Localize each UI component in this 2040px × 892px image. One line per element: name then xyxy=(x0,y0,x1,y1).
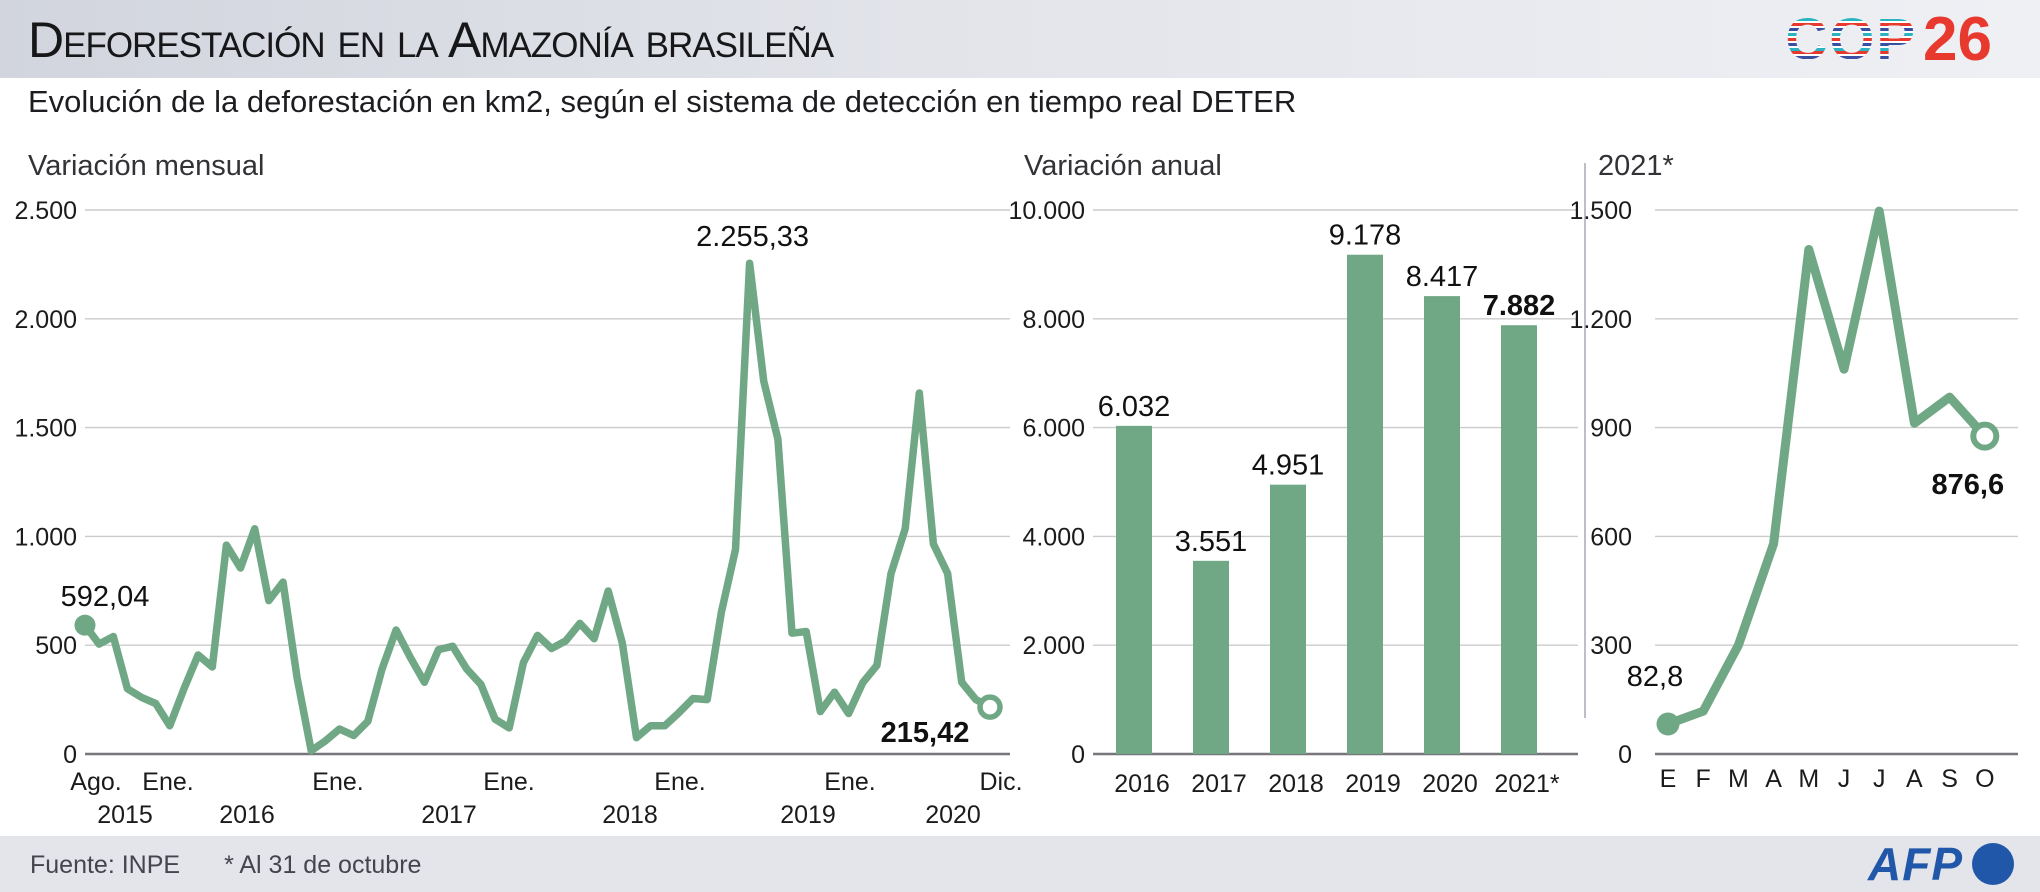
2021-chart-title: 2021* xyxy=(1598,150,1674,182)
afp-logo: AFP xyxy=(1868,836,2014,892)
monthly-chart-title: Variación mensual xyxy=(28,150,265,182)
y-tick-label: 10.000 xyxy=(1009,197,1085,225)
bar-value-label: 3.551 xyxy=(1175,526,1248,558)
cop26-logo: COP 26 xyxy=(1785,8,1992,72)
month-initial-label: S xyxy=(1941,765,1958,793)
year-tick-label: 2017 xyxy=(421,801,477,829)
series-start-dot xyxy=(1656,712,1680,736)
data-label: 876,6 xyxy=(1932,469,2005,501)
bar-value-label: 8.417 xyxy=(1406,261,1479,293)
header-bar: Deforestación en la Amazonía brasileña C… xyxy=(0,0,2040,78)
y-tick-label: 0 xyxy=(1618,741,1632,769)
y-tick-label: 900 xyxy=(1590,415,1632,443)
month-initial-label: E xyxy=(1660,765,1677,793)
month-initial-label: M xyxy=(1728,765,1749,793)
month-initial-label: O xyxy=(1975,765,1994,793)
month-initial-label: J xyxy=(1873,765,1886,793)
month-tick-label: Ene. xyxy=(824,768,875,796)
bar-value-label: 7.882 xyxy=(1483,290,1556,322)
annual-bar xyxy=(1347,254,1383,754)
y-tick-label: 2.000 xyxy=(1022,632,1085,660)
latest-value-open-circle xyxy=(977,694,1003,720)
month-initial-label: A xyxy=(1765,765,1782,793)
year-tick-label: 2017 xyxy=(1191,770,1247,798)
year-tick-label: 2020 xyxy=(1422,770,1478,798)
month-tick-label: Ene. xyxy=(142,768,193,796)
year-tick-label: 2018 xyxy=(1268,770,1324,798)
cop26-logo-cop-text: COP xyxy=(1785,7,1918,72)
deforestation-2021-line xyxy=(1663,206,1990,729)
y-tick-label: 2.000 xyxy=(14,306,77,334)
cop26-logo-number: 26 xyxy=(1923,5,1992,74)
month-initial-label: J xyxy=(1838,765,1851,793)
data-label: 82,8 xyxy=(1627,661,1683,693)
bar-value-label: 6.032 xyxy=(1098,391,1171,423)
afp-logo-circle-icon xyxy=(1972,843,2014,885)
year-tick-label: 2018 xyxy=(602,801,658,829)
annual-bar xyxy=(1270,484,1306,754)
month-tick-label: Ene. xyxy=(654,768,705,796)
data-label: 592,04 xyxy=(61,581,150,613)
y-tick-label: 300 xyxy=(1590,632,1632,660)
y-tick-label: 1.200 xyxy=(1569,306,1632,334)
series-start-dot xyxy=(74,614,96,636)
year-tick-label: 2015 xyxy=(97,801,153,829)
y-tick-label: 500 xyxy=(35,632,77,660)
year-tick-label: 2019 xyxy=(1345,770,1401,798)
month-initial-label: M xyxy=(1798,765,1819,793)
source-label: Fuente: INPE xyxy=(30,851,181,879)
latest-value-open-circle xyxy=(1970,421,2000,451)
page-title: Deforestación en la Amazonía brasileña xyxy=(28,12,834,68)
y-tick-label: 0 xyxy=(63,741,77,769)
month-tick-label: Ene. xyxy=(483,768,534,796)
y-tick-label: 1.000 xyxy=(14,523,77,551)
footer-bar: Fuente: INPE * Al 31 de octubre AFP xyxy=(0,836,2040,892)
month-tick-label: Ene. xyxy=(312,768,363,796)
year-tick-label: 2019 xyxy=(780,801,836,829)
month-initial-label: F xyxy=(1696,765,1711,793)
annual-bar xyxy=(1424,296,1460,754)
annual-chart-title: Variación anual xyxy=(1024,150,1222,182)
afp-logo-text: AFP xyxy=(1868,838,1963,890)
y-tick-label: 8.000 xyxy=(1022,306,1085,334)
annual-bar xyxy=(1116,425,1152,754)
footer-text: Fuente: INPE * Al 31 de octubre xyxy=(30,836,421,892)
chart-subtitle: Evolución de la deforestación en km2, se… xyxy=(28,84,1297,119)
y-tick-label: 1.500 xyxy=(1569,197,1632,225)
year-tick-label: 2021* xyxy=(1494,770,1560,798)
y-tick-label: 2.500 xyxy=(14,197,77,225)
annual-bar xyxy=(1501,325,1537,754)
footnote-label: * Al 31 de octubre xyxy=(224,851,422,879)
data-label: 2.255,33 xyxy=(696,221,809,253)
month-tick-label: Dic. xyxy=(979,768,1022,796)
month-initial-label: A xyxy=(1906,765,1923,793)
year-tick-label: 2016 xyxy=(1114,770,1170,798)
y-tick-label: 0 xyxy=(1071,741,1085,769)
bar-value-label: 4.951 xyxy=(1252,450,1325,482)
y-tick-label: 6.000 xyxy=(1022,415,1085,443)
data-label: 215,42 xyxy=(881,717,970,749)
monthly-deforestation-line xyxy=(81,259,994,755)
y-tick-label: 1.500 xyxy=(14,415,77,443)
y-tick-label: 600 xyxy=(1590,523,1632,551)
bar-value-label: 9.178 xyxy=(1329,220,1402,252)
year-tick-label: 2020 xyxy=(925,801,981,829)
y-tick-label: 4.000 xyxy=(1022,523,1085,551)
annual-bar xyxy=(1193,560,1229,754)
month-tick-label: Ago. xyxy=(70,768,121,796)
year-tick-label: 2016 xyxy=(219,801,275,829)
